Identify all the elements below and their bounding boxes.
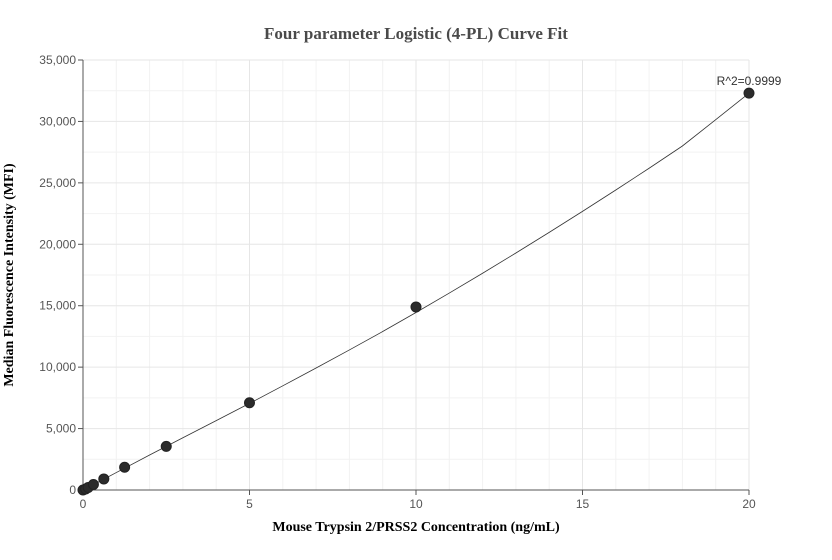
data-point: [160, 440, 172, 452]
y-tick-label: 20,000: [39, 237, 76, 251]
y-tick-label: 15,000: [39, 299, 76, 313]
axes: 0 5 10 15 20 0 5,000 10,000 15,000 20,000 25,000 30…: [39, 53, 756, 511]
r-squared-annotation: R^2=0.9999: [717, 74, 782, 88]
y-tick-label: 35,000: [39, 53, 76, 67]
data-point: [244, 397, 255, 409]
x-tick-label: 5: [246, 497, 253, 511]
grid: [83, 59, 750, 490]
data-point: [87, 478, 99, 490]
x-tick-label: 15: [576, 497, 590, 511]
data-point: [119, 461, 131, 473]
y-tick-label: 0: [69, 483, 76, 497]
y-tick-label: 10,000: [39, 360, 76, 374]
data-point: [98, 473, 110, 485]
y-tick-label: 25,000: [39, 176, 76, 190]
data-point: [410, 301, 422, 313]
data-points: [77, 87, 755, 496]
x-tick-label: 10: [409, 497, 423, 511]
x-axis-title: Mouse Trypsin 2/PRSS2 Concentration (ng/…: [272, 520, 560, 535]
x-tick-label: 0: [80, 497, 87, 511]
data-point: [743, 87, 755, 99]
chart-title: Four parameter Logistic (4-PL) Curve Fit: [264, 24, 568, 43]
y-tick-label: 30,000: [39, 114, 76, 128]
y-tick-label: 5,000: [46, 422, 76, 436]
x-tick-label: 20: [742, 497, 756, 511]
y-axis-title: Median Fluorescence Intensity (MFI): [2, 163, 17, 387]
